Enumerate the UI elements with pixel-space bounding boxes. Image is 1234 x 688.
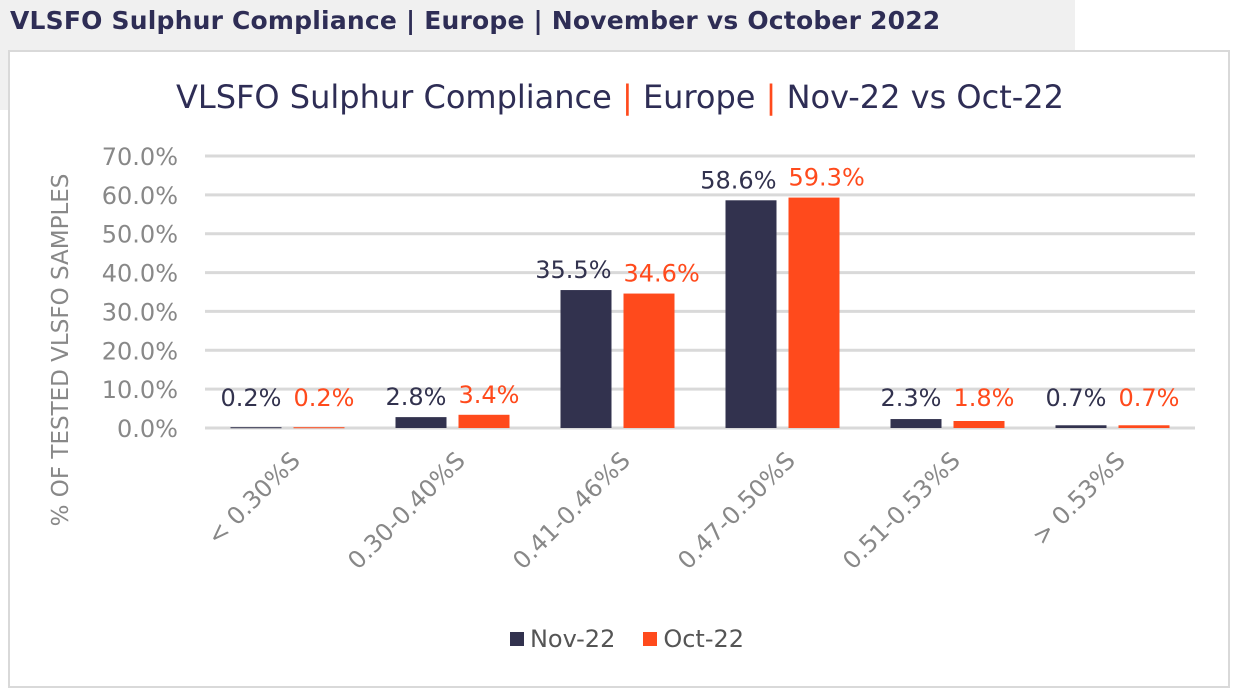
bar-nov-22 <box>395 417 447 428</box>
legend: Nov-22 Oct-22 <box>0 625 1234 653</box>
y-tick-label: 10.0% <box>102 376 178 404</box>
y-axis-label: % OF TESTED VLSFO SAMPLES <box>48 174 74 527</box>
chart-title: VLSFO Sulphur Compliance | Europe | Nov-… <box>176 78 1064 116</box>
header-background <box>0 0 1075 50</box>
bar-oct-22 <box>788 197 840 428</box>
x-tick-label: 0.30-0.40%S <box>342 446 470 574</box>
data-label: 0.7% <box>1046 384 1107 412</box>
title-part: Europe <box>643 78 756 116</box>
bar-oct-22 <box>1118 425 1170 428</box>
title-part: Nov-22 vs Oct-22 <box>787 78 1064 116</box>
legend-swatch <box>509 632 524 646</box>
legend-label: Oct-22 <box>663 625 745 653</box>
data-label: 59.3% <box>789 164 865 192</box>
y-tick-label: 60.0% <box>102 182 178 210</box>
y-tick-label: 30.0% <box>102 298 178 326</box>
x-tick-label: 0.41-0.46%S <box>507 446 635 574</box>
bar-nov-22 <box>725 200 777 428</box>
bar-oct-22 <box>623 293 675 428</box>
data-label: 2.8% <box>386 383 447 411</box>
data-label: 0.2% <box>221 384 282 412</box>
title-part: VLSFO Sulphur Compliance <box>176 78 612 116</box>
bar-nov-22 <box>890 419 942 428</box>
x-tick-label: < 0.30%S <box>202 446 306 550</box>
y-tick-label: 0.0% <box>117 415 178 443</box>
data-label: 3.4% <box>459 381 520 409</box>
data-label: 2.3% <box>881 384 942 412</box>
data-label: 1.8% <box>954 384 1015 412</box>
data-label: 35.5% <box>535 256 611 284</box>
bar-oct-22 <box>293 427 345 429</box>
legend-label: Nov-22 <box>529 625 616 653</box>
x-tick-label: > 0.53%S <box>1027 446 1131 550</box>
x-tick-label: 0.47-0.50%S <box>672 446 800 574</box>
bar-oct-22 <box>458 414 510 428</box>
title-separator: | <box>766 78 777 116</box>
legend-item-oct[interactable]: Oct-22 <box>643 625 744 653</box>
bar-nov-22 <box>560 290 612 428</box>
y-tick-label: 40.0% <box>102 260 178 288</box>
legend-swatch <box>643 632 658 646</box>
y-tick-label: 70.0% <box>102 143 178 171</box>
bar-nov-22 <box>1055 425 1107 428</box>
data-label: 58.6% <box>700 166 776 194</box>
side-background <box>0 50 8 110</box>
data-label: 0.7% <box>1119 384 1180 412</box>
x-tick-label: 0.51-0.53%S <box>837 446 965 574</box>
bar-nov-22 <box>230 427 282 429</box>
legend-item-nov[interactable]: Nov-22 <box>509 625 616 653</box>
title-separator: | <box>622 78 633 116</box>
y-tick-label: 20.0% <box>102 337 178 365</box>
data-label: 0.2% <box>294 384 355 412</box>
y-tick-label: 50.0% <box>102 221 178 249</box>
page-title: VLSFO Sulphur Compliance | Europe | Nove… <box>10 6 941 35</box>
data-label: 34.6% <box>624 260 700 288</box>
bar-oct-22 <box>953 421 1005 428</box>
